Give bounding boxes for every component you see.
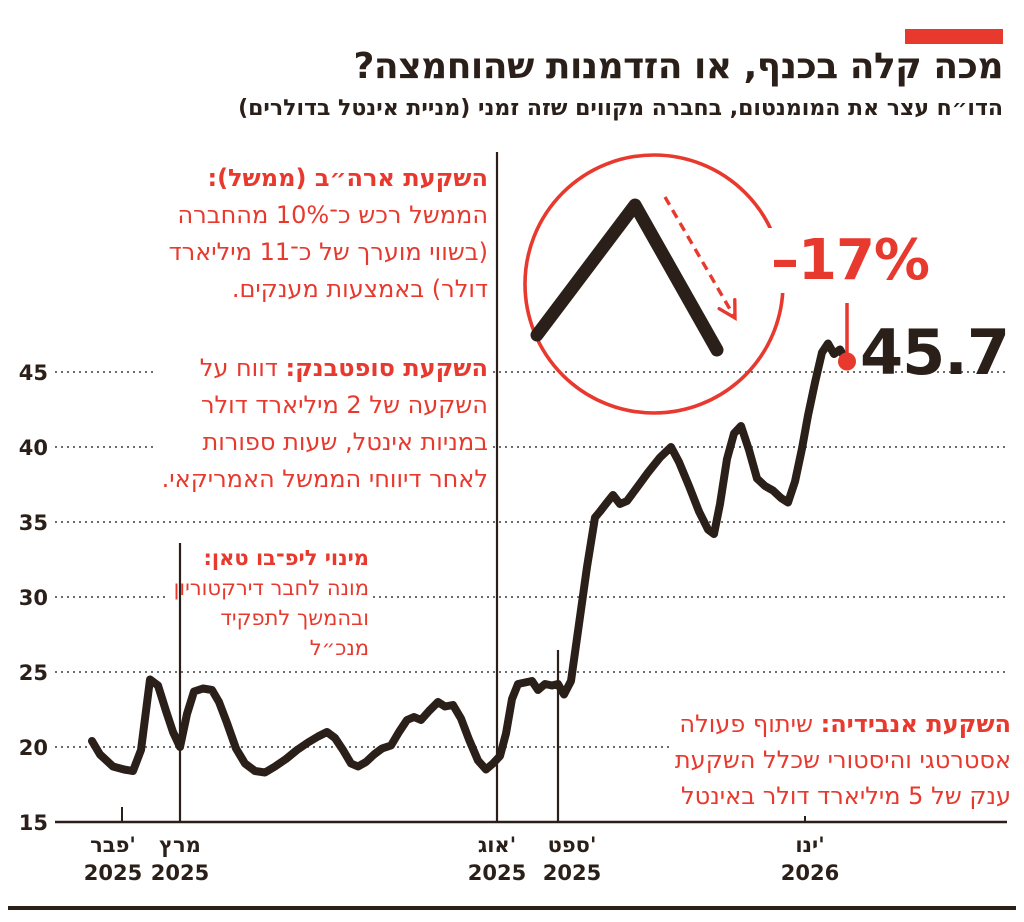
x-tick-year-label: 2026 bbox=[781, 861, 839, 885]
annotation-nvidia-investment: השקעת אנבידיה: שיתוף פעולה אסטרטגי והיסט… bbox=[668, 706, 1014, 816]
inset-down-arrow-head bbox=[717, 297, 737, 322]
y-tick-label-25: 25 bbox=[19, 661, 48, 685]
inset-circle bbox=[523, 153, 785, 415]
annotation-softbank-investment: השקעת סופטבנק: דווח על השקעה של 2 מיליאר… bbox=[155, 350, 491, 500]
change-percentage-label: –17% bbox=[763, 228, 938, 293]
annotation-title: מינוי ליפ־בו טאן: bbox=[203, 546, 370, 570]
x-tick-month-label: אוג' bbox=[478, 833, 516, 857]
end-point-dot bbox=[838, 352, 856, 371]
accent-bar bbox=[905, 29, 1003, 44]
annotation-lip-bu-tan-appointment: מינוי ליפ־בו טאן: מונה לחבר דירקטוריון ו… bbox=[167, 543, 372, 665]
x-tick-month-label: ינו' bbox=[795, 833, 824, 857]
page-subtitle: הדו״ח עצר את המומנטום, בחברה מקווים שזה … bbox=[238, 96, 1003, 121]
annotation-body: הממשל רכש כ־10% מהחברה (בשווי מוערך של כ… bbox=[168, 201, 488, 303]
y-tick-label-30: 30 bbox=[19, 586, 48, 610]
x-tick-month-label: ספט' bbox=[548, 833, 597, 857]
inset-down-arrow-shaft bbox=[663, 196, 737, 319]
inset-zigzag-trend-icon bbox=[530, 198, 724, 357]
x-tick-year-label: 2025 bbox=[151, 861, 209, 885]
annotation-body: מונה לחבר דירקטוריון ובהמשך לתפקיד מנכ״ל bbox=[173, 576, 369, 660]
annotation-title: השקעת אנבידיה: bbox=[820, 710, 1011, 738]
x-tick-year-label: 2025 bbox=[543, 861, 601, 885]
page-title: מכה קלה בכנף, או הזדמנות שהוחמצה? bbox=[353, 46, 1004, 87]
y-tick-label-20: 20 bbox=[19, 736, 48, 760]
annotation-title: השקעת ארה״ב (ממשל): bbox=[207, 164, 488, 192]
footer-rule bbox=[8, 906, 1016, 910]
annotation-title: השקעת סופטבנק: bbox=[285, 354, 488, 382]
x-tick-month-label: פבר' bbox=[90, 833, 136, 857]
x-tick-year-label: 2025 bbox=[468, 861, 526, 885]
x-tick-month-label: מרץ bbox=[159, 833, 201, 857]
annotation-us-government-investment: השקעת ארה״ב (ממשל): הממשל רכש כ־10% מהחב… bbox=[162, 160, 491, 310]
y-tick-label-45: 45 bbox=[19, 361, 48, 385]
last-price-label: 45.7 bbox=[860, 316, 1010, 389]
y-tick-label-35: 35 bbox=[19, 511, 48, 535]
y-tick-label-40: 40 bbox=[19, 436, 48, 460]
x-tick-year-label: 2025 bbox=[84, 861, 142, 885]
y-tick-label-15: 15 bbox=[19, 811, 48, 835]
